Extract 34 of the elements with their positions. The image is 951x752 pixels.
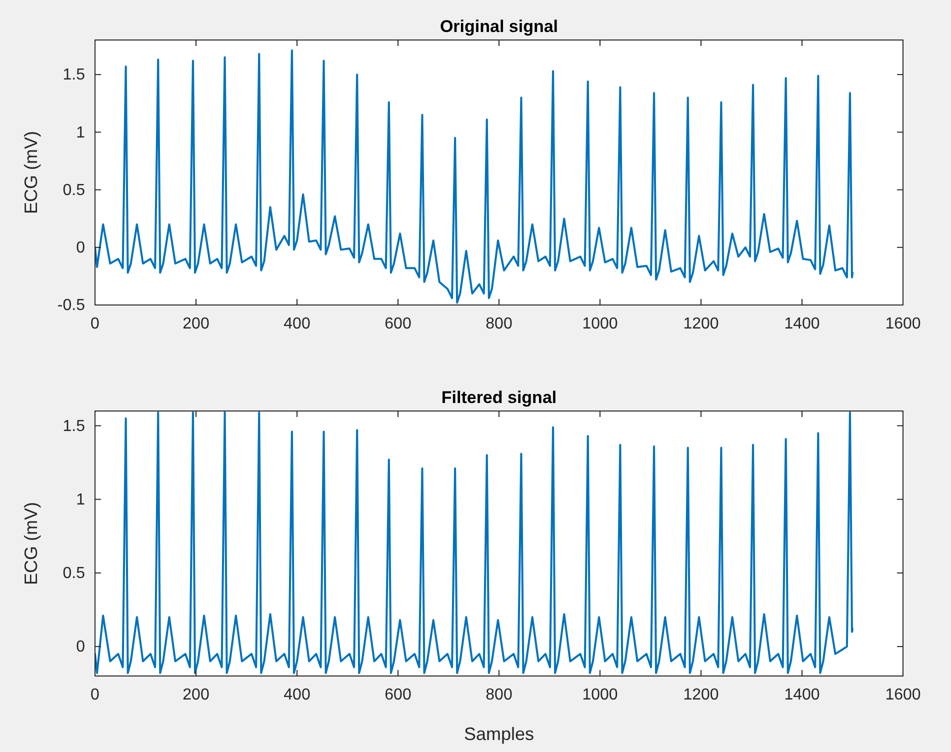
x-tick-label: 800: [486, 315, 512, 332]
x-tick-label: 800: [486, 686, 512, 704]
y-tick-label: 1.5: [62, 66, 86, 84]
y-tick-label: 0.5: [62, 565, 86, 582]
x-tick-label: 1000: [582, 686, 618, 704]
x-tick-label: 200: [182, 315, 210, 332]
x-tick-label: 1000: [582, 315, 618, 332]
line-series: [95, 411, 854, 674]
y-tick-label: 1: [76, 124, 86, 142]
chart-title: Original signal: [440, 17, 558, 36]
y-tick-label: 1: [76, 491, 86, 508]
x-tick-label: 1400: [784, 686, 820, 704]
y-tick-label: 0: [76, 240, 86, 257]
x-axis-title: Samples: [464, 724, 534, 744]
y-axis-title: ECG (mV): [21, 502, 41, 585]
x-tick-label: 1600: [885, 315, 921, 332]
x-tick-label: 400: [284, 686, 310, 704]
x-tick-label: 1600: [885, 686, 921, 704]
x-tick-label: 600: [384, 315, 412, 332]
x-tick-label: 1200: [683, 686, 719, 704]
x-tick-label: 0: [90, 315, 100, 332]
line-series: [95, 49, 854, 304]
x-tick-label: 400: [284, 315, 310, 332]
x-tick-label: 0: [90, 686, 100, 704]
x-tick-label: 200: [182, 686, 210, 704]
y-tick-label: 0: [76, 638, 86, 656]
y-tick-label: 1.5: [62, 418, 86, 435]
y-axis-title: ECG (mV): [21, 131, 41, 214]
x-tick-label: 1200: [683, 315, 719, 332]
y-tick-label: -0.5: [57, 297, 86, 314]
chart-title: Filtered signal: [441, 388, 557, 407]
y-tick-label: 0.5: [62, 182, 86, 199]
x-tick-label: 1400: [784, 315, 820, 332]
x-tick-label: 600: [384, 686, 412, 704]
